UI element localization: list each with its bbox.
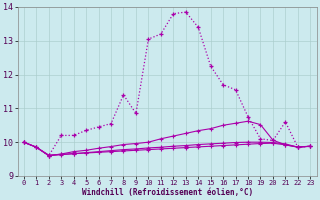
X-axis label: Windchill (Refroidissement éolien,°C): Windchill (Refroidissement éolien,°C) <box>82 188 253 197</box>
